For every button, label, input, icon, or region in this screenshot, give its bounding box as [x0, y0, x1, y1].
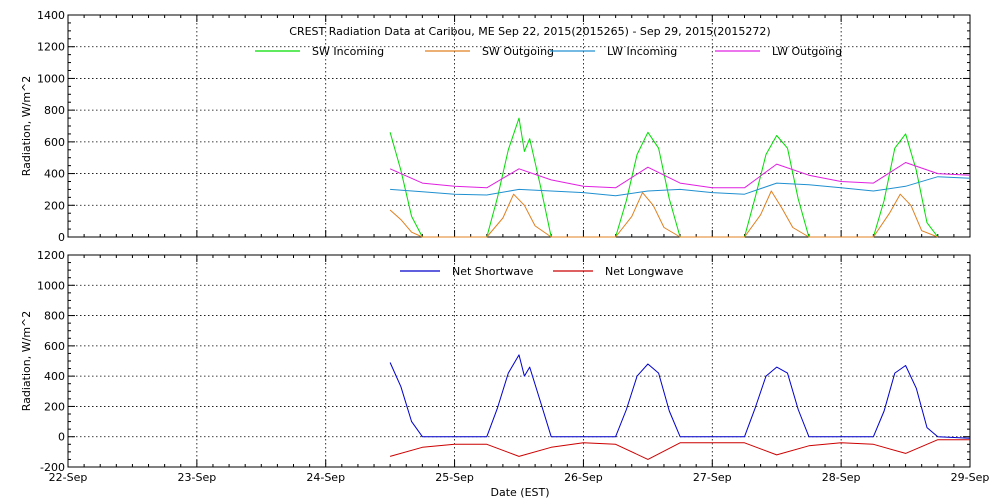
y-axis-label: Radiation, W/m^2: [20, 76, 33, 177]
y-tick-label: 200: [44, 199, 65, 212]
x-tick-label: 23-Sep: [178, 471, 217, 484]
y-tick-label: 1200: [37, 249, 65, 262]
y-tick-label: 0: [58, 231, 65, 244]
x-tick-label: 29-Sep: [951, 471, 990, 484]
series-line-lw-outgoing: [389, 162, 971, 189]
chart-title: CREST Radiation Data at Caribou, ME Sep …: [289, 25, 770, 38]
y-tick-label: 400: [44, 370, 65, 383]
series-line-sw-incoming: [389, 117, 939, 238]
x-tick-label: 28-Sep: [822, 471, 861, 484]
y-tick-label: 0: [58, 431, 65, 444]
y-tick-label: 800: [44, 104, 65, 117]
y-tick-label: -200: [40, 461, 65, 474]
plot-frame: [67, 254, 971, 468]
legend-label: Net Longwave: [605, 265, 684, 278]
series-line-sw-outgoing: [389, 190, 938, 238]
y-tick-label: 1200: [37, 41, 65, 54]
bottom-panel: -200 0 200 400 600 800 1000 1200 22-Sep 23-Sep 24-…: [20, 249, 989, 484]
x-tick-label: 27-Sep: [693, 471, 732, 484]
y-tick-label: 1400: [37, 9, 65, 22]
y-tick-label: 1000: [37, 279, 65, 292]
legend-label: LW Incoming: [607, 45, 677, 58]
y-tick-label: 600: [44, 136, 65, 149]
y-tick-label: 400: [44, 168, 65, 181]
legend-label: SW Outgoing: [482, 45, 554, 58]
x-tick-label: 22-Sep: [49, 471, 88, 484]
x-tick-label: 25-Sep: [435, 471, 474, 484]
top-panel: 0 200 400 600 800 1000 1200 1400 Radiation, W/m^…: [20, 9, 971, 244]
y-tick-label: 200: [44, 400, 65, 413]
series-line-lw-incoming: [390, 176, 971, 197]
legend-label: SW Incoming: [312, 45, 384, 58]
y-tick-label: 600: [44, 340, 65, 353]
y-axis-label: Radiation, W/m^2: [20, 311, 33, 412]
series-line-net-shortwave: [389, 354, 971, 439]
x-tick-label: 26-Sep: [564, 471, 603, 484]
y-tick-label: 1000: [37, 72, 65, 85]
legend-label: LW Outgoing: [772, 45, 842, 58]
legend-label: Net Shortwave: [452, 265, 534, 278]
x-tick-label: 24-Sep: [306, 471, 345, 484]
series-line-net-longwave: [389, 439, 970, 460]
x-axis-label: Date (EST): [490, 486, 549, 499]
y-tick-label: 800: [44, 310, 65, 323]
